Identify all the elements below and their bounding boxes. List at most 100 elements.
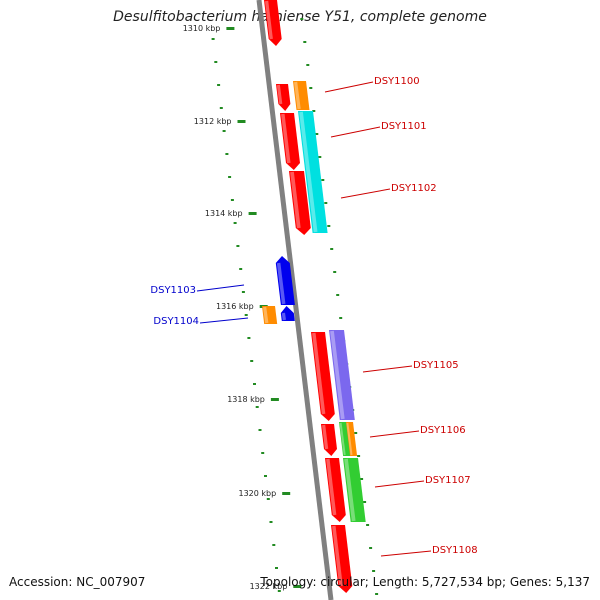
minor-tick [366, 524, 370, 526]
gene-highlight [262, 306, 269, 324]
tick-label: 1310 kbp [183, 24, 221, 33]
minor-ticks [211, 18, 379, 595]
minor-tick [219, 107, 223, 109]
minor-tick [214, 61, 218, 63]
major-tick [237, 120, 246, 123]
gene-highlight [312, 332, 326, 415]
minor-tick [258, 429, 262, 431]
minor-tick [236, 245, 240, 247]
major-tick [226, 27, 235, 30]
minor-tick [264, 475, 267, 477]
minor-tick [339, 317, 343, 319]
gene-highlight [339, 422, 346, 456]
major-ticks: 1310 kbp 1312 kbp 1314 kbp 1316 kbp 1318 kbp… [183, 24, 302, 591]
gene-leader-line [380, 550, 432, 557]
tick-label: 1316 kbp [216, 302, 254, 311]
minor-tick [327, 225, 331, 227]
tick-label: 1318 kbp [227, 395, 265, 404]
minor-tick [330, 248, 334, 250]
gene-arrow [262, 306, 278, 324]
gene-features [262, 0, 366, 593]
major-tick [282, 492, 291, 495]
gene-leader-line [340, 188, 391, 199]
gene-leader-line [330, 126, 381, 138]
gene-arrow [331, 525, 353, 593]
gene-leader-line [362, 365, 413, 373]
gene-arrow [343, 458, 366, 522]
gene-label[interactable]: DSY1108 [432, 545, 478, 556]
minor-tick [318, 156, 322, 158]
minor-tick [277, 590, 281, 592]
minor-tick [300, 18, 304, 20]
minor-tick [269, 521, 273, 523]
minor-tick [228, 176, 232, 178]
gene-arrow [298, 111, 328, 233]
gene-arrow [321, 424, 337, 456]
accession-text: Accession: NC_007907 [9, 575, 146, 589]
gene-label[interactable]: DSY1104 [153, 316, 199, 327]
minor-tick [309, 87, 313, 89]
minor-tick [230, 199, 234, 201]
minor-tick [375, 593, 379, 595]
gene-label[interactable]: DSY1102 [391, 183, 437, 194]
major-tick [248, 212, 257, 215]
gene-highlight [276, 84, 283, 105]
minor-tick [239, 268, 243, 270]
minor-tick [333, 271, 337, 273]
tick-label: 1320 kbp [238, 489, 276, 498]
minor-tick [321, 179, 325, 181]
minor-tick [315, 133, 319, 135]
minor-tick [250, 360, 254, 362]
major-tick [293, 585, 302, 588]
gene-arrow [289, 171, 311, 235]
gene-arrow [325, 458, 346, 522]
gene-highlight [281, 113, 291, 164]
gene-leader-line [374, 480, 425, 488]
gene-label[interactable]: DSY1100 [374, 76, 420, 87]
minor-tick [303, 41, 307, 43]
gene-label[interactable]: DSY1106 [420, 425, 466, 436]
gene-highlight [276, 262, 286, 305]
minor-tick [244, 314, 248, 316]
gene-highlight [264, 0, 273, 40]
genome-axis [256, 0, 334, 600]
gene-leader-line [324, 81, 374, 93]
gene-highlight [290, 171, 301, 229]
tick-label: 1314 kbp [205, 209, 243, 218]
topology-summary: Topology: circular; Length: 5,727,534 bp… [260, 575, 590, 589]
gene-highlight [326, 458, 337, 516]
minor-tick [247, 337, 251, 339]
minor-tick [369, 547, 373, 549]
minor-tick [354, 432, 358, 434]
minor-tick [336, 294, 340, 296]
tick-label: 1312 kbp [194, 117, 232, 126]
minor-tick [225, 153, 229, 155]
gene-leader-line [369, 430, 420, 438]
minor-tick [357, 455, 361, 457]
minor-tick [211, 38, 215, 40]
gene-highlight [293, 81, 301, 110]
gene-label[interactable]: DSY1107 [425, 475, 471, 486]
minor-tick [261, 452, 265, 454]
gene-arrow [293, 81, 310, 110]
gene-label[interactable]: DSY1101 [381, 121, 427, 132]
gene-arrow [280, 306, 295, 321]
gene-label[interactable]: DSY1103 [150, 285, 196, 296]
map-title: Desulfitobacterium hafniense Y51, comple… [113, 9, 487, 25]
gene-arrow [264, 0, 282, 46]
gene-label[interactable]: DSY1105 [413, 360, 459, 371]
gene-labels: DSY1100 DSY1101 DSY1102 DSY1103 DSY1104 DSY11… [150, 76, 478, 557]
gene-arrow [311, 332, 335, 421]
gene-arrow [346, 422, 358, 456]
minor-tick [312, 110, 316, 112]
minor-tick [360, 478, 364, 480]
minor-tick [266, 498, 270, 500]
gene-arrow [276, 84, 291, 111]
gene-highlight [321, 424, 329, 450]
gene-arrow [329, 330, 355, 420]
gene-arrow [339, 422, 352, 456]
minor-tick [363, 501, 367, 503]
gene-arrow [280, 113, 300, 170]
minor-tick [324, 202, 328, 204]
